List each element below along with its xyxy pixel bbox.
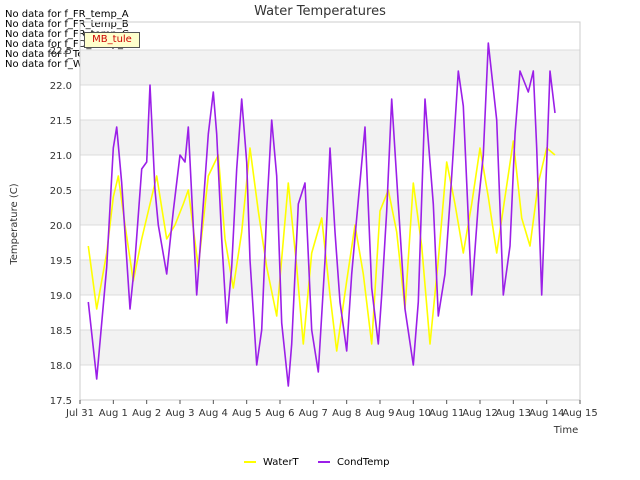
y-tick-labels: 17.5 18.0 18.5 19.0 19.5 20.0 20.5 21.0 21.5 22.0… [50, 46, 72, 407]
x-tick-label: Aug 13 [496, 408, 531, 419]
chart-title: Water Temperatures [254, 4, 386, 19]
x-tick-label: Aug 10 [396, 408, 431, 419]
x-tick-label: Aug 8 [332, 408, 361, 419]
x-tick-label: Aug 15 [562, 408, 597, 419]
x-tick-label: Aug 2 [132, 408, 161, 419]
plot-frame [79, 21, 581, 401]
x-tick-label: Aug 11 [429, 408, 464, 419]
series-line-watert [87, 140, 556, 352]
plot-band [80, 50, 580, 85]
x-tick-label: Aug 7 [299, 408, 328, 419]
site-badge: MB_tule [84, 32, 140, 48]
no-data-message: No data for f_FR_temp_B [5, 19, 129, 30]
y-tick-label: 20.0 [50, 221, 72, 232]
plot-band [80, 330, 580, 365]
x-axis-label: Time [553, 425, 578, 436]
legend: WaterT CondTemp [244, 457, 389, 468]
x-tick-label: Aug 1 [99, 408, 128, 419]
no-data-message: No data for f_FR_temp_A [5, 9, 129, 20]
legend-label: CondTemp [337, 457, 389, 468]
x-tick-label: Aug 6 [265, 408, 294, 419]
y-tick-label: 18.0 [50, 361, 72, 372]
y-tick-label: 21.0 [50, 151, 72, 162]
no-data-message: No data for f_Temp_A [5, 49, 112, 60]
x-tick-label: Aug 12 [462, 408, 497, 419]
y-tick-label: 22.5 [50, 46, 72, 57]
x-tick-labels: Jul 31 Aug 1 Aug 2 Aug 3 Aug 4 Aug 5 Aug 6 Aug … [65, 400, 598, 419]
no-data-message: No data for f_FD_Temp_1 [5, 39, 130, 50]
y-tick-label: 18.5 [50, 326, 72, 337]
y-tick-label: 19.5 [50, 256, 72, 267]
series-lines [87, 42, 556, 387]
no-data-message: No data for f_FR_temp_C [5, 29, 129, 40]
y-tick-label: 19.0 [50, 291, 72, 302]
y-tick-label: 21.5 [50, 116, 72, 127]
x-tick-label: Jul 31 [65, 408, 94, 419]
x-tick-label: Aug 14 [529, 408, 564, 419]
x-tick-label: Aug 5 [232, 408, 261, 419]
y-axis-label: Temperature (C) [9, 183, 20, 265]
legend-label: WaterT [263, 457, 300, 468]
y-tick-label: 17.5 [50, 396, 72, 407]
plot-bands [80, 50, 580, 365]
y-tick-label: 22.0 [50, 81, 72, 92]
x-tick-label: Aug 3 [165, 408, 194, 419]
x-tick-label: Aug 9 [365, 408, 394, 419]
x-tick-label: Aug 4 [199, 408, 228, 419]
series-line-condtemp [87, 42, 556, 387]
y-tick-label: 20.5 [50, 186, 72, 197]
